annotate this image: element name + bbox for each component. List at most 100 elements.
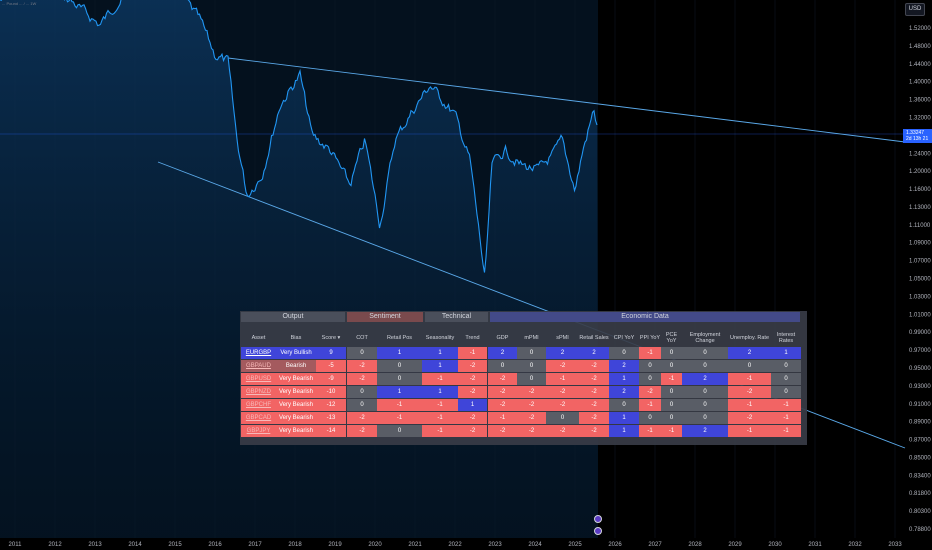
- cell-score: -5: [316, 360, 346, 372]
- cell-cpi: 1: [609, 373, 639, 385]
- cell-ppi: -1: [639, 347, 661, 359]
- price-tick-label: 1.32000: [909, 115, 931, 121]
- time-tick-label: 2032: [848, 542, 862, 548]
- price-tick-label: 0.87000: [909, 438, 931, 444]
- cell-rates: 0: [771, 373, 801, 385]
- asset-link[interactable]: GBPUSD: [241, 373, 276, 385]
- flag-event-icon[interactable]: [594, 527, 602, 535]
- time-tick-label: 2031: [808, 542, 822, 548]
- time-tick-label: 2013: [88, 542, 102, 548]
- cell-mpmi: -2: [517, 425, 546, 437]
- cell-mpmi: -2: [517, 412, 546, 424]
- cell-emp: 0: [682, 386, 728, 398]
- column-header-season: Seasonality: [425, 335, 455, 341]
- currency-button[interactable]: USD: [905, 3, 925, 16]
- column-header-rsales: Retail Sales: [579, 335, 609, 341]
- cell-pce: 0: [661, 360, 682, 372]
- price-tick-label: 0.95000: [909, 366, 931, 372]
- price-axis[interactable]: 1.52000 1.48000 1.44000 1.40000 1.36000 1.320…: [909, 26, 931, 533]
- column-header-spmi: sPMI: [556, 335, 569, 341]
- cell-season: -1: [422, 412, 458, 424]
- flag-event-icon[interactable]: [594, 515, 602, 523]
- cell-unemp: 0: [728, 360, 771, 372]
- price-tick-label: 1.52000: [909, 26, 931, 32]
- cell-retail: -1: [377, 399, 422, 411]
- cell-unemp: 2: [728, 347, 771, 359]
- cell-trend: -2: [458, 425, 487, 437]
- cell-retail: 1: [377, 347, 422, 359]
- time-axis[interactable]: 2011 2012 2013 2014 2015 2016 2017 2018 2019 2020…: [9, 542, 903, 548]
- cell-bias: Very Bullish: [276, 347, 316, 359]
- time-tick-label: 2023: [488, 542, 502, 548]
- time-tick-label: 2025: [568, 542, 582, 548]
- column-header-score[interactable]: Score ▾: [321, 335, 341, 341]
- column-header-emp: Employment Change: [689, 332, 721, 344]
- upper-trendline[interactable]: [227, 57, 906, 143]
- asset-link[interactable]: EURGBP: [241, 347, 276, 359]
- cell-unemp: -2: [728, 386, 771, 398]
- group-economic-data: Economic Data: [490, 312, 800, 322]
- cell-emp: 0: [682, 360, 728, 372]
- cell-gdp: -2: [488, 425, 517, 437]
- cell-emp: 2: [682, 373, 728, 385]
- time-tick-label: 2017: [248, 542, 262, 548]
- time-tick-label: 2016: [208, 542, 222, 548]
- cell-trend: -2: [458, 386, 487, 398]
- cell-rsales: -2: [579, 373, 609, 385]
- cell-rates: -1: [771, 412, 801, 424]
- cell-pce: -1: [661, 373, 682, 385]
- cell-emp: 0: [682, 412, 728, 424]
- cell-pce: -1: [661, 425, 682, 437]
- column-header-cpi: CPI YoY: [613, 335, 635, 341]
- group-technical: Technical: [425, 312, 488, 322]
- cell-trend: -2: [458, 412, 487, 424]
- cell-rsales: -2: [579, 425, 609, 437]
- price-tick-label: 1.20000: [909, 169, 931, 175]
- cell-rsales: -2: [579, 399, 609, 411]
- asset-link[interactable]: GBPNZD: [241, 386, 276, 398]
- cell-spmi: -1: [546, 373, 579, 385]
- cell-spmi: -2: [546, 386, 579, 398]
- cell-emp: 0: [682, 347, 728, 359]
- asset-link[interactable]: GBPAUD: [241, 360, 276, 372]
- time-tick-label: 2011: [9, 542, 23, 548]
- price-tick-label: 1.16000: [909, 187, 931, 193]
- cell-cot: 0: [347, 399, 377, 411]
- cell-spmi: -2: [546, 425, 579, 437]
- cell-unemp: -1: [728, 373, 771, 385]
- time-tick-label: 2021: [408, 542, 422, 548]
- cell-cot: -2: [347, 373, 377, 385]
- time-tick-label: 2015: [168, 542, 182, 548]
- time-tick-label: 2024: [528, 542, 542, 548]
- cell-pce: 0: [661, 399, 682, 411]
- column-header-retail: Retail Pos: [386, 335, 413, 341]
- price-tick-label: 0.93000: [909, 384, 931, 390]
- price-tick-label: 0.81800: [909, 491, 931, 497]
- column-header-pce: PCE YoY: [665, 332, 678, 344]
- cell-mpmi: -2: [517, 386, 546, 398]
- cell-bias: Bearish: [276, 360, 316, 372]
- price-tick-label: 0.78800: [909, 527, 931, 533]
- cell-trend: -2: [458, 360, 487, 372]
- cell-rsales: -2: [579, 412, 609, 424]
- cell-retail: 1: [377, 386, 422, 398]
- column-header-asset: Asset: [251, 335, 266, 341]
- cell-trend: 1: [458, 399, 487, 411]
- group-sentiment: Sentiment: [347, 312, 423, 322]
- column-header-rates: Interest Rates: [776, 332, 796, 344]
- cell-score: -9: [316, 373, 346, 385]
- asset-link[interactable]: GBPJPY: [241, 425, 276, 437]
- cell-emp: 0: [682, 399, 728, 411]
- asset-link[interactable]: GBPCAD: [241, 412, 276, 424]
- cell-spmi: 0: [546, 412, 579, 424]
- cell-pce: 0: [661, 386, 682, 398]
- cell-mpmi: 0: [517, 360, 546, 372]
- cell-gdp: -2: [488, 399, 517, 411]
- cell-rates: -1: [771, 425, 801, 437]
- cell-unemp: -1: [728, 425, 771, 437]
- cell-season: -1: [422, 373, 458, 385]
- cell-gdp: 2: [488, 347, 517, 359]
- asset-link[interactable]: GBPCHF: [241, 399, 276, 411]
